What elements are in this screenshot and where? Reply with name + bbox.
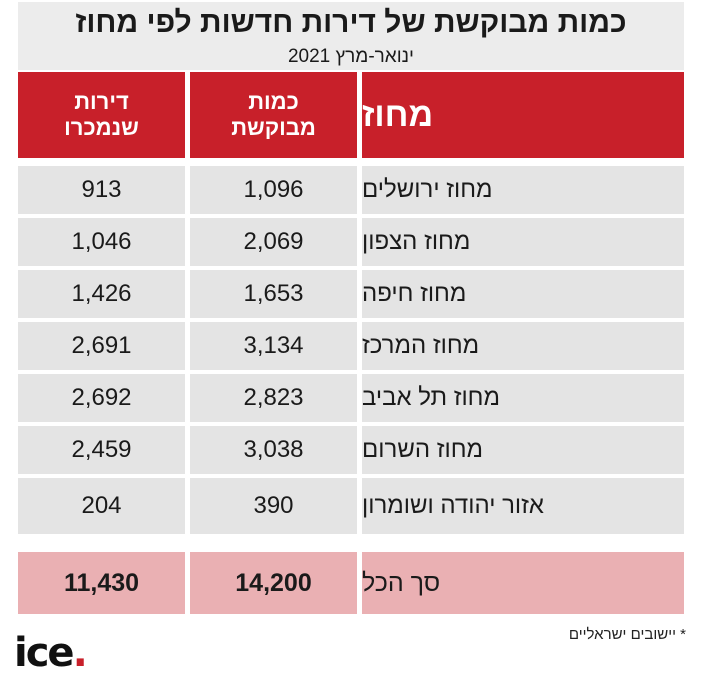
logo-text: ice [14,630,75,676]
table-row-2-district: מחוז חיפה [362,270,684,318]
table-row-0-sold: 913 [18,166,185,214]
table-row-6-district: אזור יהודה ושומרון [362,478,684,534]
table-row-0-district: מחוז ירושלים [362,166,684,214]
ice-logo: ice. [14,630,88,676]
table-row-1-district: מחוז הצפון [362,218,684,266]
table-row-4-sold: 2,692 [18,374,185,422]
table-row-5-district: מחוז השרום [362,426,684,474]
header-district-label: מחוז [362,95,434,134]
header-sold-line1: דירות [74,89,129,114]
footnote: * יישובים ישראליים [568,626,686,643]
table-row-5-demanded: 3,038 [190,426,357,474]
table-row-2-demanded: 1,653 [190,270,357,318]
table-row-1-demanded: 2,069 [190,218,357,266]
logo-dot: . [72,630,88,676]
table-row-3-sold: 2,691 [18,322,185,370]
table-row-2-sold: 1,426 [18,270,185,318]
header-demanded-line1: כמות [248,89,299,114]
total-demanded: 14,200 [190,552,357,614]
header-sold-line2: שנמכרו [64,115,139,140]
table-row-0-demanded: 1,096 [190,166,357,214]
table-row-4-district: מחוז תל אביב [362,374,684,422]
table-row-1-sold: 1,046 [18,218,185,266]
table-row-3-district: מחוז המרכז [362,322,684,370]
total-sold: 11,430 [18,552,185,614]
table-row-3-demanded: 3,134 [190,322,357,370]
table-row-5-sold: 2,459 [18,426,185,474]
table-row-6-demanded: 390 [190,478,357,534]
header-district: מחוז [362,72,684,158]
total-label: סך הכל [362,552,684,614]
header-demanded-line2: מבוקשת [231,115,316,140]
header-demanded: כמות מבוקשת [190,72,357,158]
table-subtitle: ינואר-מרץ 2021 [287,46,414,67]
table-row-4-demanded: 2,823 [190,374,357,422]
title-box: כמות מבוקשת של דירות חדשות לפי מחוז ינוא… [18,2,684,70]
table-title: כמות מבוקשת של דירות חדשות לפי מחוז [75,6,627,39]
header-sold: דירות שנמכרו [18,72,185,158]
table-row-6-sold: 204 [18,478,185,534]
